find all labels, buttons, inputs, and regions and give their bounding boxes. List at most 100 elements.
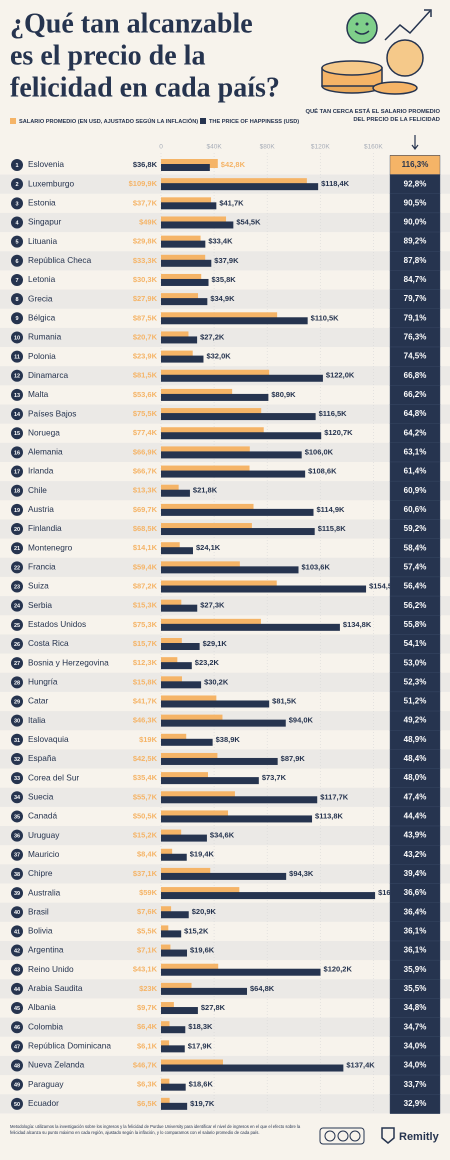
rank-label: 1 xyxy=(15,163,18,169)
rank-label: 34 xyxy=(14,795,21,801)
ratio-label: 64,2% xyxy=(404,428,427,437)
value-label: $81,5K xyxy=(133,371,158,380)
value-label: $35,4K xyxy=(133,773,158,782)
category-label: Finlandia xyxy=(28,523,62,533)
value-label: $117,7K xyxy=(320,792,349,801)
bar xyxy=(161,810,229,820)
bar xyxy=(161,1040,170,1050)
rank-badge xyxy=(11,273,23,286)
bar xyxy=(161,604,198,612)
ratio-header-box: QUÉ TAN CERCA ESTÁ EL SALARIO PROMEDIO D… xyxy=(305,109,440,123)
bar xyxy=(161,159,218,168)
rank-label: 46 xyxy=(14,1025,20,1031)
bar xyxy=(161,484,179,494)
category-label: Irlanda xyxy=(28,466,54,476)
ratio-label: 35,9% xyxy=(404,965,427,974)
rank-badge xyxy=(11,944,23,957)
row-band xyxy=(0,940,450,961)
bar xyxy=(161,944,171,954)
ratio-label: 92,8% xyxy=(404,179,427,188)
arrow-head xyxy=(411,144,419,150)
bar xyxy=(161,1045,185,1053)
category-label: Corea del Sur xyxy=(28,772,79,782)
bar xyxy=(161,719,286,727)
category-label: Italia xyxy=(28,715,46,725)
rank-badge xyxy=(11,216,23,229)
bar xyxy=(161,298,208,306)
rank-badge xyxy=(11,695,23,708)
rank-badge xyxy=(11,580,23,593)
value-label: $41,7K xyxy=(219,198,244,207)
value-label: $87,5K xyxy=(133,313,158,322)
bar xyxy=(161,1026,186,1034)
x-tick-label: $40K xyxy=(206,144,222,151)
rank-badge xyxy=(11,963,23,976)
ratio-label: 66,2% xyxy=(404,390,427,399)
bar xyxy=(161,892,376,900)
bar xyxy=(161,752,218,762)
ratio-label: 90,5% xyxy=(404,198,427,207)
bar xyxy=(161,1078,170,1088)
bar xyxy=(161,757,278,765)
bar xyxy=(161,982,192,992)
category-label: Suecia xyxy=(28,791,54,801)
value-label: $19K xyxy=(139,735,158,744)
rank-label: 38 xyxy=(14,872,20,878)
bar xyxy=(161,987,248,995)
value-label: $30,2K xyxy=(204,677,229,686)
value-label: $18,6K xyxy=(189,1080,214,1089)
bar xyxy=(161,446,250,456)
bar xyxy=(161,906,172,916)
category-label: Países Bajos xyxy=(28,408,76,418)
value-label: $12,3K xyxy=(133,658,158,667)
rank-badge xyxy=(11,1059,23,1072)
ratio-label: 60,6% xyxy=(404,505,427,514)
bar xyxy=(161,1059,223,1069)
ratio-label: 34,0% xyxy=(404,1061,427,1070)
rank-badge xyxy=(11,1040,23,1053)
rank-badge xyxy=(11,810,23,823)
value-label: $24,1K xyxy=(196,543,221,552)
bar xyxy=(161,1064,344,1072)
category-label: Singapur xyxy=(28,217,61,227)
category-label: Chipre xyxy=(28,868,53,878)
bar xyxy=(161,388,233,398)
rank-label: 23 xyxy=(14,584,20,590)
rank-label: 14 xyxy=(14,412,21,418)
value-label: $73,7K xyxy=(262,773,287,782)
ratio-label: 84,7% xyxy=(404,275,427,284)
category-label: Catar xyxy=(28,696,49,706)
bar xyxy=(161,312,278,322)
value-label: $5,5K xyxy=(137,926,158,935)
bar xyxy=(161,240,206,248)
category-label: Mauricio xyxy=(28,849,60,859)
rank-label: 9 xyxy=(15,316,18,322)
bar xyxy=(161,618,261,628)
bar xyxy=(161,949,188,957)
category-label: Argentina xyxy=(28,945,64,955)
rank-label: 26 xyxy=(14,642,20,648)
row-band xyxy=(0,672,450,692)
brand: Remitly xyxy=(399,1131,440,1143)
ratio-label: 51,2% xyxy=(404,697,427,706)
ratio-label: 74,5% xyxy=(404,352,427,361)
ratio-label: 34,7% xyxy=(404,1022,427,1031)
row-band xyxy=(0,826,450,846)
bar xyxy=(161,580,277,590)
rank-label: 4 xyxy=(15,220,19,226)
row-band xyxy=(0,902,450,922)
value-label: $37,1K xyxy=(133,869,158,878)
methodology: Metodología: utilizamos la investigación… xyxy=(10,1124,301,1135)
bar xyxy=(161,259,212,267)
ratio-label: 35,5% xyxy=(404,984,427,993)
value-label: $34,9K xyxy=(210,294,235,303)
rank-label: 16 xyxy=(14,450,20,456)
value-label: $66,9K xyxy=(133,447,158,456)
category-label: Eslovenia xyxy=(28,159,64,169)
value-label: $33,4K xyxy=(208,237,233,246)
value-label: $43,1K xyxy=(133,965,158,974)
category-label: Alemania xyxy=(28,447,63,457)
category-label: España xyxy=(28,753,57,763)
rank-label: 22 xyxy=(14,565,20,571)
ratio-label: 79,7% xyxy=(404,294,427,303)
